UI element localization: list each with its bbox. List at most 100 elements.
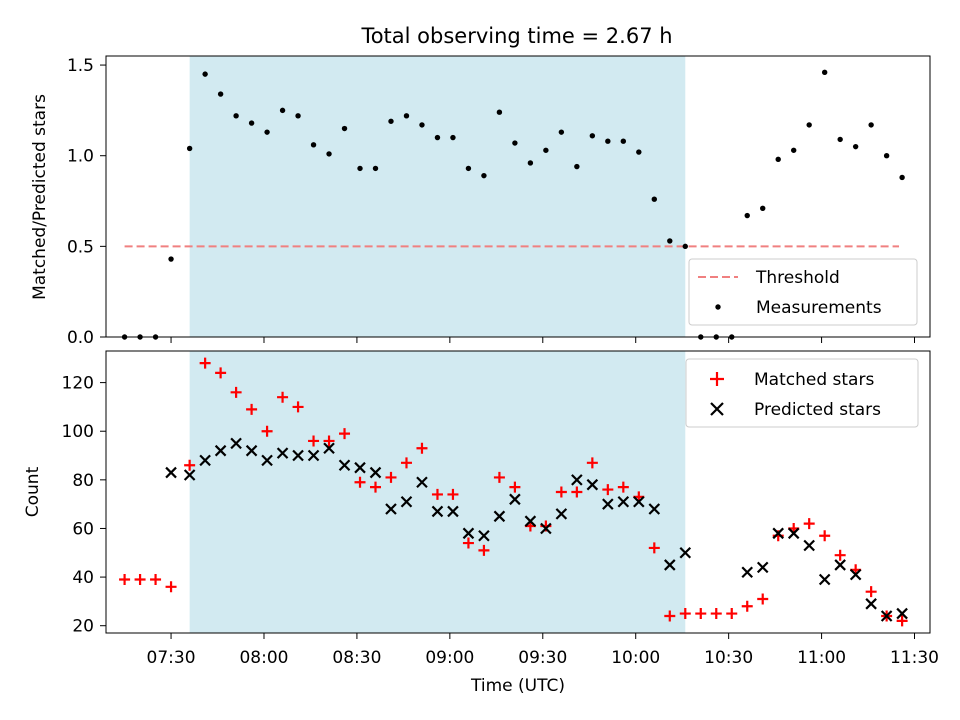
measurement-point <box>295 113 301 119</box>
matched-star-point <box>230 386 242 398</box>
predicted-star-point <box>803 539 815 552</box>
matched-star-point <box>354 476 366 488</box>
legend-measurements-label: Measurements <box>756 298 882 318</box>
predicted-star-point <box>462 527 475 540</box>
x-tick-label: 11:00 <box>797 648 846 668</box>
legend-matched-label: Matched stars <box>754 370 874 390</box>
top-marks <box>121 69 905 340</box>
top-y-ticks: 0.0 0.5 1.0 1.5 <box>67 56 106 348</box>
matched-star-point <box>602 484 614 496</box>
predicted-star-point <box>617 495 630 508</box>
matched-star-point <box>834 549 846 561</box>
measurement-point <box>605 138 611 144</box>
measurement-point <box>388 118 394 124</box>
measurement-point <box>326 151 332 157</box>
top-legend: Threshold Measurements <box>688 258 918 326</box>
measurement-point <box>899 174 905 181</box>
x-tick-label: 09:00 <box>425 648 474 668</box>
matched-star-point <box>431 488 443 500</box>
measurement-point <box>264 129 270 135</box>
matched-star-point <box>447 488 459 500</box>
predicted-star-point <box>772 527 784 540</box>
predicted-star-point <box>165 466 177 479</box>
x-axis-label: Time (UTC) <box>470 676 565 696</box>
predicted-star-point <box>756 561 769 574</box>
predicted-star-point <box>292 449 304 462</box>
predicted-star-point <box>400 495 413 508</box>
measurement-point <box>481 172 487 179</box>
legend-predicted-label: Predicted stars <box>754 400 881 420</box>
matched-star-point <box>199 357 211 369</box>
predicted-star-point <box>214 444 227 457</box>
y-tick-label: 40 <box>72 568 94 588</box>
predicted-star-point <box>865 598 877 610</box>
bottom-panel: 20 40 60 80 100 120 07:30 08:00 08:30 09:00 09:30… <box>23 350 939 696</box>
predicted-star-point <box>664 559 676 571</box>
measurement-point <box>868 122 874 128</box>
matched-star-point <box>617 481 629 493</box>
matched-star-point <box>215 367 227 379</box>
measurement-point <box>403 113 410 119</box>
top-x-ticks <box>170 337 916 343</box>
matched-star-point <box>664 610 676 622</box>
x-tick-label: 10:00 <box>611 648 660 668</box>
matched-star-point <box>462 537 474 549</box>
bottom-y-axis-label: Count <box>23 466 43 517</box>
predicted-star-point <box>555 508 568 520</box>
measurement-point <box>186 145 193 152</box>
chart-title: Total observing time = 2.67 h <box>360 24 672 48</box>
y-tick-label: 1.0 <box>67 147 94 167</box>
matched-star-point <box>679 608 691 620</box>
predicted-star-point <box>338 459 351 472</box>
predicted-star-point <box>354 461 366 474</box>
measurement-point <box>543 147 549 153</box>
matched-star-point <box>710 608 722 620</box>
predicted-star-point <box>276 447 289 459</box>
bottom-y-ticks: 20 40 60 80 100 120 <box>62 374 106 637</box>
predicted-star-point <box>478 529 490 542</box>
measurement-point <box>434 134 441 141</box>
y-tick-label: 80 <box>72 471 94 491</box>
matched-star-point <box>385 471 397 483</box>
matched-star-point <box>555 486 567 498</box>
measurement-point <box>651 196 658 202</box>
measurement-point <box>682 243 688 250</box>
matched-star-point <box>277 391 289 403</box>
measurement-point <box>775 156 781 163</box>
top-axes-frame <box>105 55 931 338</box>
legend-measurements-swatch <box>715 304 721 310</box>
predicted-star-point <box>416 476 428 489</box>
measurement-point <box>248 120 255 126</box>
y-tick-label: 60 <box>72 519 94 539</box>
predicted-star-point <box>880 610 893 622</box>
predicted-star-point <box>493 510 506 523</box>
measurement-point <box>760 205 766 211</box>
measurement-point <box>636 149 642 155</box>
matched-star-point <box>292 401 304 413</box>
x-tick-label: 09:30 <box>518 648 567 668</box>
measurement-point <box>620 138 627 144</box>
measurement-point <box>357 165 363 172</box>
top-panel: 0.0 0.5 1.0 1.5 Matched/Predicted stars Thr… <box>30 55 931 348</box>
matched-star-point <box>400 457 412 469</box>
measurement-point <box>465 165 472 172</box>
predicted-star-point <box>369 466 382 479</box>
matched-star-point <box>323 435 335 447</box>
matched-star-point <box>493 471 505 483</box>
matched-star-point <box>803 518 815 530</box>
measurement-point <box>527 160 534 166</box>
predicted-star-point <box>586 478 599 491</box>
measurement-point <box>202 71 208 77</box>
predicted-star-point <box>540 522 552 535</box>
predicted-star-point <box>447 505 459 518</box>
x-tick-label: 07:30 <box>147 648 196 668</box>
top-legend-box <box>688 258 918 326</box>
legend-matched-swatch <box>710 372 724 386</box>
x-tick-label: 10:30 <box>704 648 753 668</box>
measurement-point <box>279 107 286 114</box>
matched-star-point <box>571 486 583 498</box>
matched-star-point <box>119 574 131 586</box>
bottom-x-ticks: 07:30 08:00 08:30 09:00 09:30 10:00 10:30 11:00… <box>147 633 939 668</box>
predicted-star-point <box>633 495 645 508</box>
